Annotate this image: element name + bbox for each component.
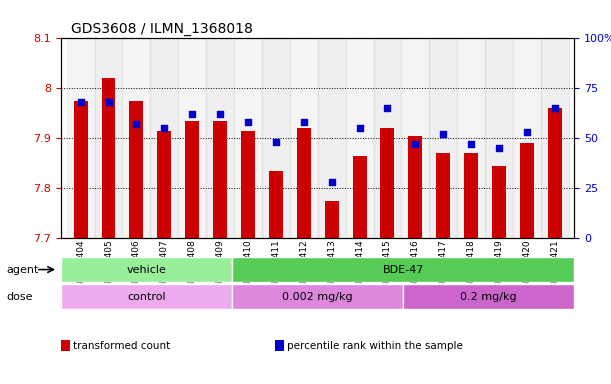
Point — [494, 145, 504, 151]
Point — [438, 131, 448, 137]
Bar — [346, 38, 373, 238]
Bar — [122, 38, 150, 238]
Point — [299, 119, 309, 125]
Point — [131, 121, 141, 127]
Bar — [520, 143, 534, 238]
Bar — [324, 200, 338, 238]
Point — [382, 105, 392, 111]
Bar — [262, 38, 290, 238]
FancyBboxPatch shape — [61, 284, 232, 309]
Bar — [548, 108, 562, 238]
Point — [271, 139, 281, 145]
Bar — [158, 131, 171, 238]
Bar — [436, 153, 450, 238]
Bar — [150, 38, 178, 238]
Point — [354, 125, 364, 131]
Point — [159, 125, 169, 131]
Bar — [457, 38, 485, 238]
Text: agent: agent — [6, 265, 38, 275]
Point — [411, 141, 420, 147]
Bar — [290, 38, 318, 238]
Point — [104, 99, 114, 105]
Point — [466, 141, 476, 147]
Point — [215, 111, 225, 118]
FancyBboxPatch shape — [61, 257, 232, 282]
Bar — [318, 38, 346, 238]
FancyBboxPatch shape — [403, 284, 574, 309]
Bar — [67, 38, 95, 238]
Bar — [185, 121, 199, 238]
Text: vehicle: vehicle — [126, 265, 167, 275]
Bar — [408, 136, 422, 238]
Bar — [234, 38, 262, 238]
Point — [243, 119, 253, 125]
Point — [550, 105, 560, 111]
Bar — [430, 38, 457, 238]
FancyBboxPatch shape — [232, 284, 403, 309]
Text: BDE-47: BDE-47 — [382, 265, 424, 275]
Bar — [206, 38, 234, 238]
Text: 0.2 mg/kg: 0.2 mg/kg — [461, 291, 517, 302]
Bar — [74, 101, 87, 238]
Bar — [492, 166, 506, 238]
Text: transformed count: transformed count — [73, 341, 170, 351]
Bar — [464, 153, 478, 238]
FancyBboxPatch shape — [232, 257, 574, 282]
Bar — [269, 170, 283, 238]
Bar — [101, 78, 115, 238]
Text: GDS3608 / ILMN_1368018: GDS3608 / ILMN_1368018 — [71, 22, 253, 36]
Bar — [297, 128, 311, 238]
Text: 0.002 mg/kg: 0.002 mg/kg — [282, 291, 353, 302]
Point — [188, 111, 197, 118]
Bar — [213, 121, 227, 238]
Point — [327, 179, 337, 185]
Point — [76, 99, 86, 105]
Text: dose: dose — [6, 291, 32, 302]
Bar — [401, 38, 430, 238]
Bar — [241, 131, 255, 238]
Bar — [381, 128, 395, 238]
Bar — [353, 156, 367, 238]
Bar — [373, 38, 401, 238]
Bar — [485, 38, 513, 238]
Bar — [95, 38, 122, 238]
Point — [522, 129, 532, 135]
Bar — [541, 38, 569, 238]
Bar — [178, 38, 206, 238]
Text: percentile rank within the sample: percentile rank within the sample — [287, 341, 463, 351]
Text: control: control — [127, 291, 166, 302]
Bar — [130, 101, 144, 238]
Bar — [513, 38, 541, 238]
